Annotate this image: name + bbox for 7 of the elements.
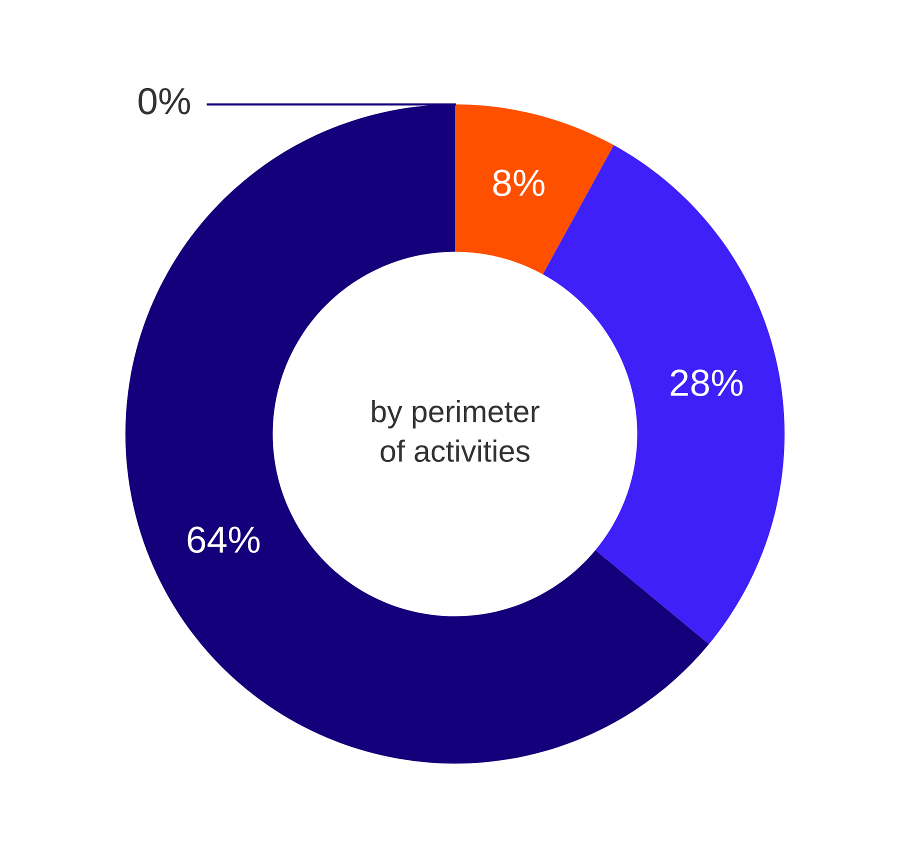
text: by perimeter of activities <box>372 400 540 462</box>
data-label: 28% <box>670 370 743 396</box>
data-label: 8% <box>493 170 544 196</box>
data-label: 64% <box>188 526 260 554</box>
donut-slice <box>455 104 614 274</box>
text: 0% <box>138 88 190 114</box>
donut-slice <box>542 145 785 644</box>
